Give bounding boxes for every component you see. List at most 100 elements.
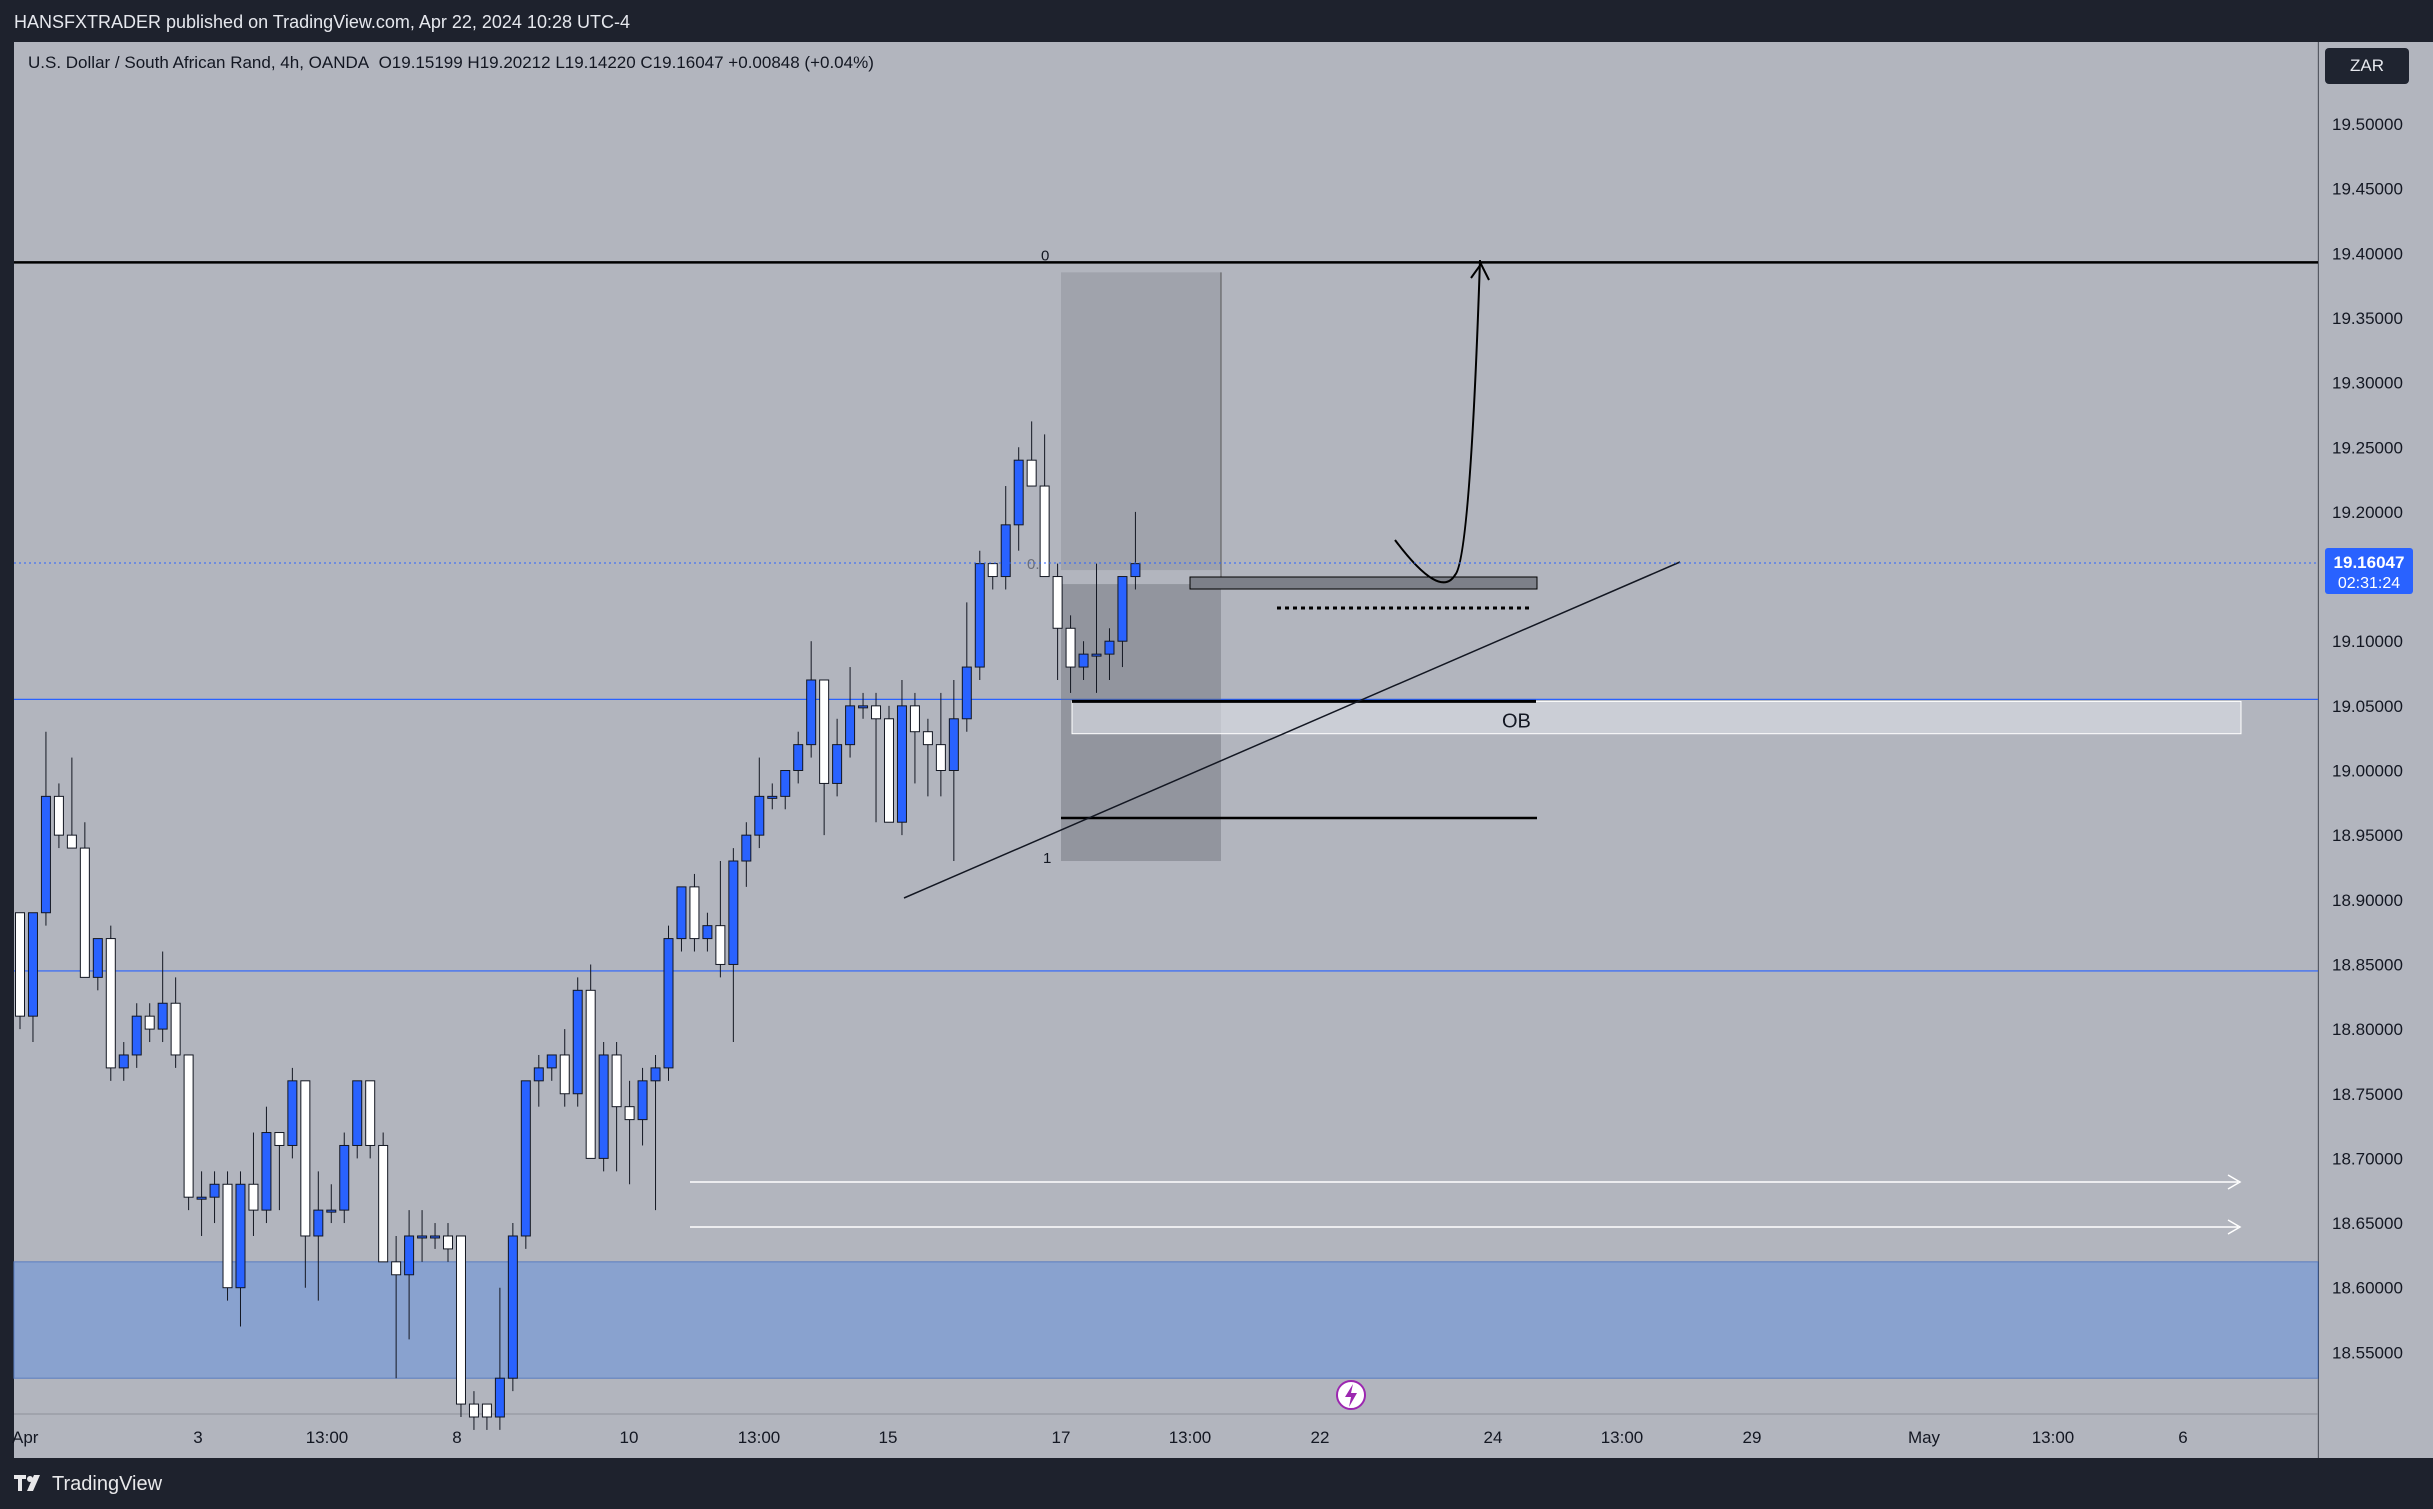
price-tick-label: 18.80000 bbox=[2332, 1020, 2403, 1039]
candle-body bbox=[858, 705, 869, 709]
candle-body bbox=[909, 705, 920, 733]
candle-body bbox=[585, 989, 596, 1159]
tradingview-logo-icon bbox=[14, 1475, 40, 1491]
symbol-description: U.S. Dollar / South African Rand, 4h, OA… bbox=[28, 53, 370, 72]
candle-body bbox=[404, 1235, 415, 1276]
fib-label: 0 bbox=[1041, 247, 1049, 264]
candle-body bbox=[196, 1196, 207, 1200]
candle-body bbox=[144, 1015, 155, 1030]
currency-badge[interactable]: ZAR bbox=[2325, 48, 2409, 84]
tradingview-logo[interactable]: TradingView bbox=[14, 1473, 162, 1495]
candle-body bbox=[455, 1235, 466, 1405]
candle-body bbox=[611, 1054, 622, 1108]
candle-body bbox=[702, 925, 713, 940]
candle-body bbox=[1117, 576, 1128, 642]
candle-body bbox=[793, 744, 804, 772]
candle-body bbox=[352, 1080, 363, 1146]
candle-body bbox=[845, 705, 856, 746]
price-tick-label: 19.35000 bbox=[2332, 309, 2403, 328]
candle-body bbox=[974, 563, 985, 668]
candle-body bbox=[157, 1002, 168, 1030]
candle-body bbox=[391, 1261, 402, 1276]
trendline bbox=[903, 561, 1681, 899]
publish-info: HANSFXTRADER published on TradingView.co… bbox=[14, 12, 630, 32]
candle-body bbox=[961, 666, 972, 720]
candle-body bbox=[935, 744, 946, 772]
candle-body bbox=[1091, 653, 1102, 657]
candle-body bbox=[40, 795, 51, 914]
price-tick-label: 18.65000 bbox=[2332, 1214, 2403, 1233]
candle-body bbox=[715, 925, 726, 965]
candle-body bbox=[780, 770, 791, 797]
candle-body bbox=[494, 1377, 505, 1418]
candle-body bbox=[378, 1144, 389, 1263]
candle-body bbox=[339, 1144, 350, 1211]
time-tick-label: 13:00 bbox=[2032, 1428, 2075, 1447]
footer-bar bbox=[0, 1458, 2433, 1509]
price-axis-background bbox=[2319, 42, 2433, 1458]
time-axis-background bbox=[14, 1414, 2318, 1458]
time-tick-label: 29 bbox=[1743, 1428, 1762, 1447]
candle-body bbox=[507, 1235, 518, 1379]
bar-countdown: 02:31:24 bbox=[2338, 575, 2400, 592]
time-tick-label: 10 bbox=[620, 1428, 639, 1447]
candle-body bbox=[468, 1403, 479, 1418]
candle-body bbox=[948, 718, 959, 772]
projection-curve bbox=[1394, 259, 1481, 584]
candle-body bbox=[131, 1015, 142, 1056]
candle-body bbox=[767, 795, 778, 799]
candle-body bbox=[1065, 627, 1076, 668]
candle-body bbox=[637, 1080, 648, 1121]
candle-body bbox=[118, 1054, 129, 1069]
candle-body bbox=[572, 989, 583, 1095]
price-tick-label: 18.55000 bbox=[2332, 1343, 2403, 1362]
time-tick-label: 13:00 bbox=[738, 1428, 781, 1447]
time-tick-label: 13:00 bbox=[1601, 1428, 1644, 1447]
time-tick-label: 6 bbox=[2178, 1428, 2187, 1447]
ob-label: OB bbox=[1502, 710, 1531, 732]
candle-body bbox=[1013, 459, 1024, 526]
candle-body bbox=[741, 834, 752, 862]
candle-body bbox=[170, 1002, 181, 1056]
candle-body bbox=[1052, 576, 1063, 629]
candle-body bbox=[883, 718, 894, 823]
candle-body bbox=[1039, 485, 1050, 578]
candle-body bbox=[676, 886, 687, 940]
candle-body bbox=[520, 1080, 531, 1237]
candle-body bbox=[1000, 524, 1011, 578]
price-tick-label: 19.40000 bbox=[2332, 244, 2403, 263]
supply-rectangle bbox=[1189, 576, 1538, 590]
candle-body bbox=[27, 912, 38, 1017]
candle-body bbox=[1026, 459, 1037, 487]
candle-body bbox=[871, 705, 882, 720]
time-tick-label: 8 bbox=[452, 1428, 461, 1447]
time-tick-label: 22 bbox=[1311, 1428, 1330, 1447]
logo-text: TradingView bbox=[52, 1472, 163, 1495]
candle-body bbox=[248, 1183, 259, 1211]
time-tick-label: May bbox=[1908, 1428, 1941, 1447]
time-tick-label: 24 bbox=[1484, 1428, 1503, 1447]
candle-body bbox=[209, 1183, 220, 1198]
fib-upper-box bbox=[1061, 272, 1221, 571]
lightning-icon-glyph bbox=[1345, 1384, 1357, 1407]
time-tick-label: 15 bbox=[879, 1428, 898, 1447]
price-tick-label: 18.75000 bbox=[2332, 1085, 2403, 1104]
demand-zone bbox=[13, 1261, 2319, 1379]
candle-body bbox=[689, 886, 700, 940]
chart-legend: U.S. Dollar / South African Rand, 4h, OA… bbox=[28, 53, 874, 73]
candle-body bbox=[183, 1054, 194, 1198]
price-tick-label: 19.50000 bbox=[2332, 115, 2403, 134]
price-tick-label: 18.85000 bbox=[2332, 955, 2403, 974]
candle-body bbox=[261, 1132, 272, 1211]
candle-body bbox=[274, 1132, 285, 1146]
price-tick-label: 19.45000 bbox=[2332, 180, 2403, 199]
candle-body bbox=[819, 679, 830, 784]
candle-body bbox=[287, 1080, 298, 1146]
candle-body bbox=[15, 912, 25, 1017]
price-tick-label: 18.90000 bbox=[2332, 891, 2403, 910]
candle-body bbox=[53, 795, 64, 836]
time-tick-label: Apr bbox=[12, 1428, 39, 1447]
price-tick-label: 19.20000 bbox=[2332, 503, 2403, 522]
